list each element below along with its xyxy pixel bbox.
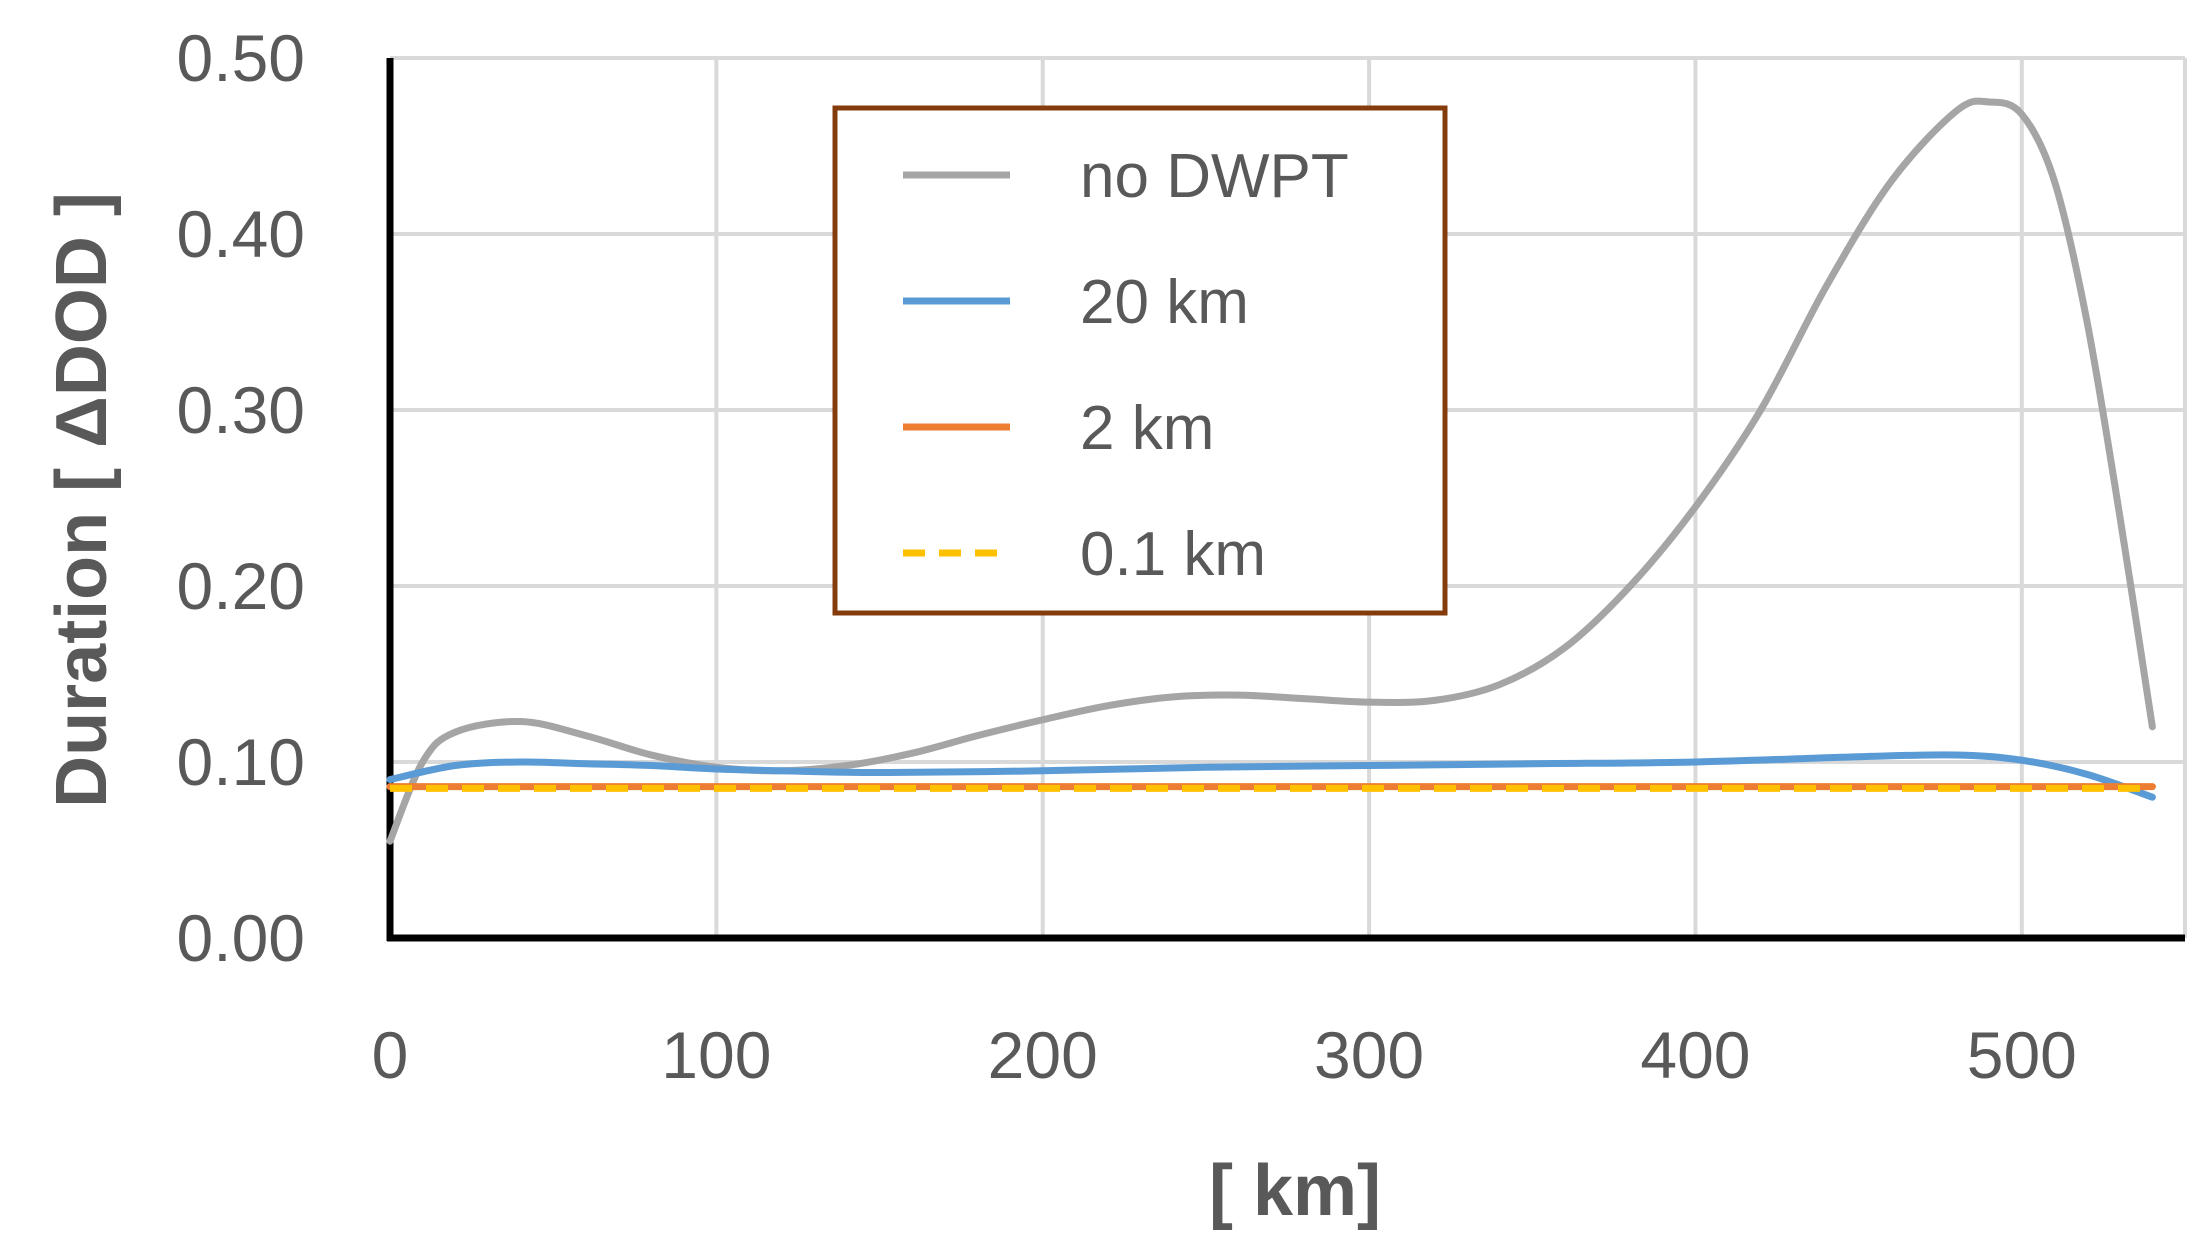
x-tick-label: 400	[1640, 1018, 1750, 1092]
series-line-no-dwpt	[386, 97, 2156, 845]
legend: no DWPT 20 km 2 km 0.1 km	[832, 105, 1448, 616]
y-tick-label: 0.10	[177, 725, 305, 799]
x-tick-label: 500	[1967, 1018, 2077, 1092]
x-tick-label: 0	[372, 1018, 409, 1092]
x-tick-label: 300	[1314, 1018, 1424, 1092]
tick-labels: 0.00 0.10 0.20 0.30 0.40 0.50 0 100 200 300 400 500	[177, 21, 2077, 1092]
x-tick-label: 100	[661, 1018, 771, 1092]
legend-label-0-1-km: 0.1 km	[1080, 520, 1266, 589]
y-tick-label: 0.40	[177, 197, 305, 271]
y-tick-label: 0.50	[177, 21, 305, 95]
legend-label-20-km: 20 km	[1080, 268, 1249, 337]
y-tick-label: 0.20	[177, 549, 305, 623]
x-tick-label: 200	[988, 1018, 1098, 1092]
series-layer	[386, 97, 2156, 845]
y-tick-label: 0.30	[177, 373, 305, 447]
legend-label-no-dwpt: no DWPT	[1080, 142, 1349, 211]
y-tick-label: 0.00	[177, 901, 305, 975]
legend-box	[832, 105, 1448, 616]
series-line-20-km	[386, 751, 2156, 801]
legend-label-2-km: 2 km	[1080, 394, 1214, 463]
axes	[386, 58, 2185, 942]
y-axis-title: Duration [ ΔDOD ]	[42, 192, 122, 808]
x-axis-title: [ km]	[1209, 1151, 1381, 1231]
